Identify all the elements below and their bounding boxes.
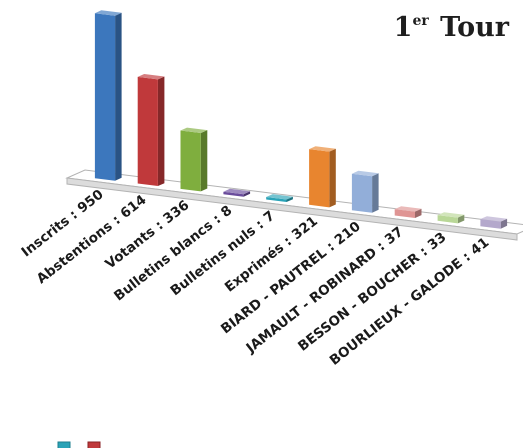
bar [137, 76, 158, 186]
bar-side [115, 12, 122, 181]
bar-top [137, 74, 165, 80]
title-number: 1 [393, 12, 413, 43]
bar-side [500, 218, 508, 229]
bar-top [437, 212, 465, 218]
bar-side [415, 208, 422, 218]
bar [437, 215, 458, 224]
bar [309, 149, 330, 208]
legend-swatch [87, 441, 101, 448]
legend-swatch [57, 441, 71, 448]
title-superscript: er [412, 13, 429, 29]
bar-side [243, 191, 251, 197]
bar [480, 219, 501, 229]
bar-side [329, 148, 336, 208]
chart-floor-edge [66, 177, 518, 241]
bar-top [394, 206, 422, 212]
bar-side [157, 76, 165, 186]
bar-top [351, 170, 379, 177]
x-tick-label: Inscrits : 950 [18, 187, 106, 261]
bar-top [309, 146, 336, 152]
bar [351, 173, 373, 213]
bar [94, 13, 116, 181]
bar [223, 191, 244, 197]
bar-side [457, 214, 465, 224]
bar [394, 209, 415, 218]
bar-top [223, 188, 251, 195]
chart-title: 1er Tour [394, 12, 509, 43]
bar-side [372, 173, 379, 213]
bar [180, 130, 201, 192]
bar [266, 197, 287, 202]
bar-side [286, 196, 293, 202]
x-tick-label: Votants : 336 [102, 197, 192, 272]
bar-top [266, 194, 293, 200]
bar-top [480, 216, 508, 222]
bar-top [180, 127, 208, 133]
title-word: Tour [440, 12, 509, 43]
bar-top [94, 10, 122, 16]
bar-side [200, 130, 208, 192]
